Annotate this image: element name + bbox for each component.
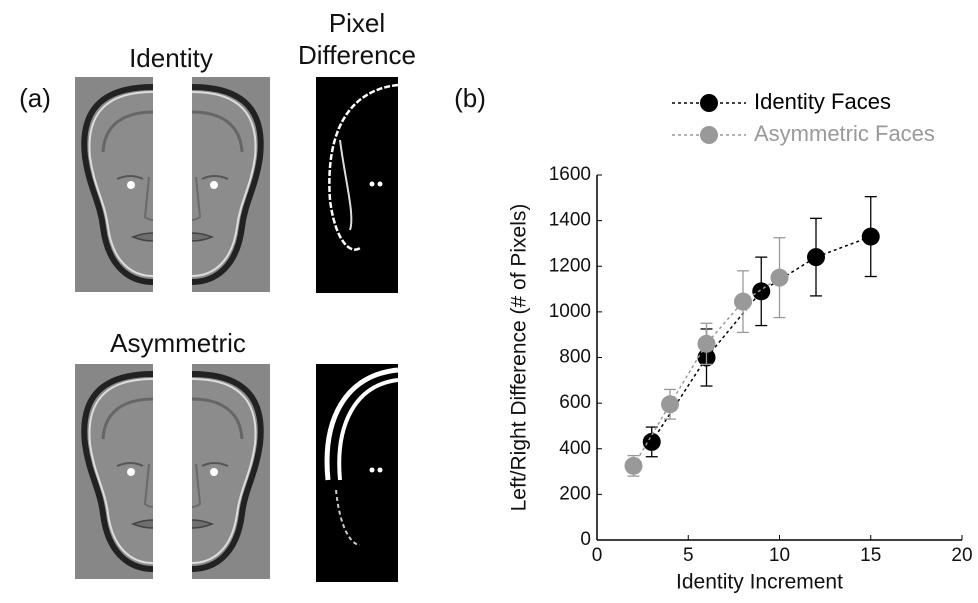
y-tick-label: 1600 [549,164,591,185]
legend-label: Identity Faces [754,89,891,114]
x-tick-label: 20 [951,545,972,566]
legend-marker [700,126,718,144]
data-point [661,395,679,414]
data-point [734,292,752,311]
data-point [642,432,661,451]
pixel-difference-image [316,364,399,582]
y-tick-label: 200 [559,483,591,504]
y-tick-label: 800 [559,347,591,368]
panel-label: (b) [454,83,486,113]
legend-marker [700,94,718,112]
x-tick-label: 0 [592,545,603,566]
panel-title: Difference [298,40,416,70]
y-tick-label: 600 [559,392,591,413]
y-tick-label: 1200 [549,255,591,276]
series-line [632,277,780,467]
x-tick-label: 5 [683,545,694,566]
y-tick-label: 1000 [549,301,591,322]
x-axis-label: Identity Increment [676,571,843,594]
panel-title: Asymmetric [110,328,246,358]
chart: (b) 0 200 400 600 800 1000 1200 1400 1600 0 5 10 15 20… [454,83,972,594]
y-axis-label: Left/Right Difference (# of Pixels) [508,204,531,512]
data-point [770,268,789,287]
data-point [807,248,825,267]
data-point [752,282,771,301]
y-tick-label: 0 [580,529,591,550]
y-tick-label: 1400 [549,210,591,231]
data-point [624,456,643,475]
x-tick-label: 10 [769,545,790,566]
x-tick-label: 15 [860,545,881,566]
y-tick-label: 400 [559,438,591,459]
legend-label: Asymmetric Faces [754,121,935,146]
pixel-difference-image [316,77,399,293]
data-point [697,334,716,353]
panel-label: (a) [19,83,51,113]
panel-title: Identity [129,43,213,73]
panel-title: Pixel [329,8,385,38]
data-point [861,227,880,246]
